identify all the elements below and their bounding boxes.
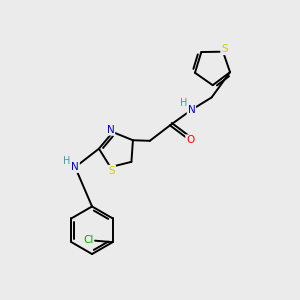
Text: Cl: Cl [83,235,93,245]
Text: O: O [186,135,194,145]
Text: H: H [180,98,188,108]
Text: S: S [221,44,228,54]
Text: S: S [109,166,115,176]
Text: N: N [71,162,79,172]
Text: H: H [62,156,70,166]
Text: N: N [106,125,114,135]
Text: N: N [188,105,195,115]
